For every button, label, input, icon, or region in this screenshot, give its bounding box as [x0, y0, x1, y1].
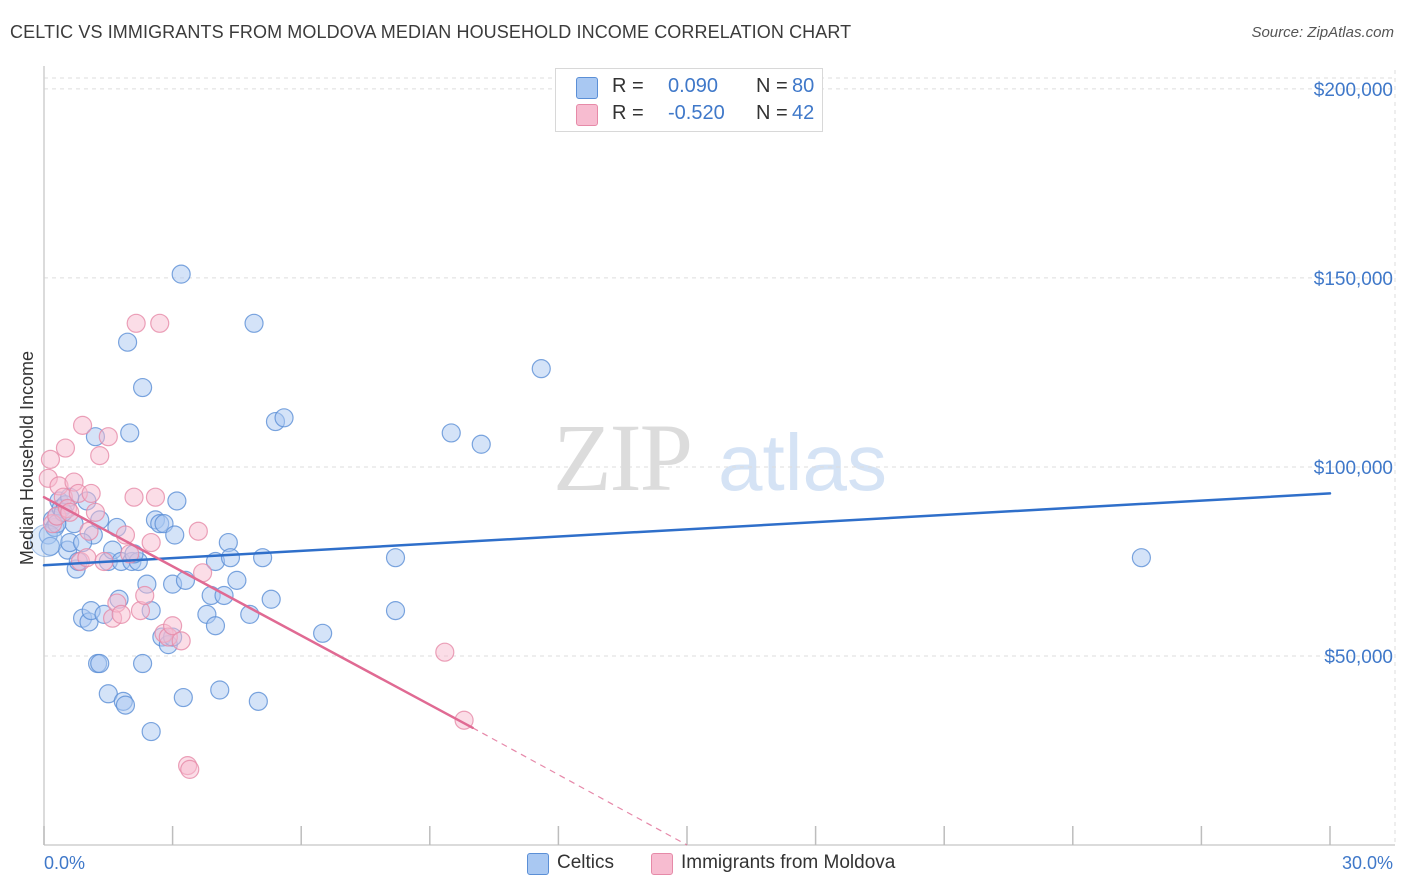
- n-value: 42: [792, 102, 815, 124]
- moldova-point: [85, 502, 106, 522]
- moldova-point: [120, 544, 140, 564]
- celtics-point: [132, 377, 153, 398]
- celtics-point: [115, 695, 136, 715]
- n-label: N =: [756, 102, 788, 124]
- celtics-swatch: [576, 77, 598, 99]
- celtics-point: [227, 570, 247, 590]
- moldova-swatch: [576, 104, 598, 126]
- y-tick-label: $50,000: [1324, 647, 1393, 668]
- r-label: R =: [612, 75, 644, 97]
- moldova-point: [40, 449, 61, 469]
- celtics-point: [90, 653, 110, 674]
- celtics-point: [120, 423, 140, 443]
- watermark-zip: ZIP: [553, 404, 691, 511]
- celtics-point: [98, 684, 118, 704]
- watermark-atlas: atlas: [718, 418, 887, 507]
- celtics-point: [117, 332, 138, 352]
- moldova-point: [163, 616, 183, 636]
- source-label: Source: ZipAtlas.com: [1251, 24, 1394, 41]
- x-tick-label-start: 0.0%: [44, 853, 85, 873]
- moldova-point: [124, 487, 144, 507]
- y-tick-labels: $50,000 $100,000 $150,000 $200,000: [1314, 80, 1393, 668]
- moldova-point: [180, 759, 200, 779]
- celtics-point: [141, 721, 161, 742]
- moldova-point: [141, 532, 161, 553]
- celtics-point: [210, 680, 230, 700]
- moldova-point: [126, 313, 146, 333]
- celtics-point: [1131, 548, 1151, 568]
- celtics-point: [173, 687, 193, 708]
- y-tick-label: $100,000: [1314, 458, 1393, 479]
- moldova-point: [150, 313, 170, 333]
- watermark: ZIP atlas: [553, 404, 887, 511]
- trend-lines: [42, 492, 1332, 846]
- x-tick-labels: 0.0% 30.0%: [44, 853, 1393, 873]
- r-value: 0.090: [668, 75, 719, 97]
- moldova-point: [171, 631, 191, 651]
- trend-line-moldova-extension: [472, 727, 688, 846]
- celtics-point: [132, 653, 153, 674]
- celtics-point: [261, 589, 281, 609]
- moldova-point: [435, 642, 455, 662]
- series-moldova-points: [38, 313, 474, 779]
- moldova-point: [145, 487, 166, 507]
- moldova-point: [98, 427, 118, 447]
- celtics-point: [253, 548, 273, 568]
- celtics-point: [385, 548, 406, 568]
- celtics-point: [274, 408, 294, 428]
- celtics-point: [531, 359, 551, 379]
- moldova-point: [90, 446, 110, 466]
- celtics-point: [385, 601, 406, 621]
- celtics-point: [244, 313, 264, 333]
- r-value: -0.520: [668, 102, 725, 124]
- celtics-point: [171, 264, 191, 284]
- x-tick-label-end: 30.0%: [1342, 853, 1393, 873]
- legend-label: Celtics: [557, 852, 615, 873]
- celtics-point: [165, 525, 185, 545]
- y-tick-label: $150,000: [1314, 269, 1393, 290]
- legend-label: Immigrants from Moldova: [681, 852, 896, 873]
- stats-legend: R = 0.090 N = 80 R = -0.520 N = 42: [555, 68, 823, 132]
- r-label: R =: [612, 102, 644, 124]
- moldova-point: [188, 521, 208, 541]
- celtics-point: [441, 423, 461, 443]
- celtics-point: [220, 548, 241, 568]
- moldova-point: [72, 415, 93, 435]
- celtics-point: [167, 491, 187, 511]
- n-value: 80: [792, 75, 815, 97]
- celtics-point: [214, 585, 234, 606]
- moldova-point: [135, 585, 155, 606]
- chart-title: CELTIC VS IMMIGRANTS FROM MOLDOVA MEDIAN…: [10, 22, 852, 42]
- y-tick-label: $200,000: [1314, 80, 1393, 101]
- celtics-legend-swatch: [527, 853, 549, 875]
- moldova-legend-swatch: [651, 853, 673, 875]
- moldova-point: [81, 483, 101, 504]
- trend-line-celtics: [42, 492, 1332, 567]
- celtics-point: [205, 616, 226, 636]
- moldova-point: [111, 604, 131, 624]
- moldova-point: [55, 438, 76, 458]
- y-axis-label: Median Household Income: [17, 351, 37, 565]
- celtics-point: [248, 691, 268, 711]
- n-label: N =: [756, 75, 788, 97]
- celtics-point: [313, 623, 333, 643]
- trend-line-moldova: [42, 495, 474, 730]
- celtics-point: [471, 434, 491, 454]
